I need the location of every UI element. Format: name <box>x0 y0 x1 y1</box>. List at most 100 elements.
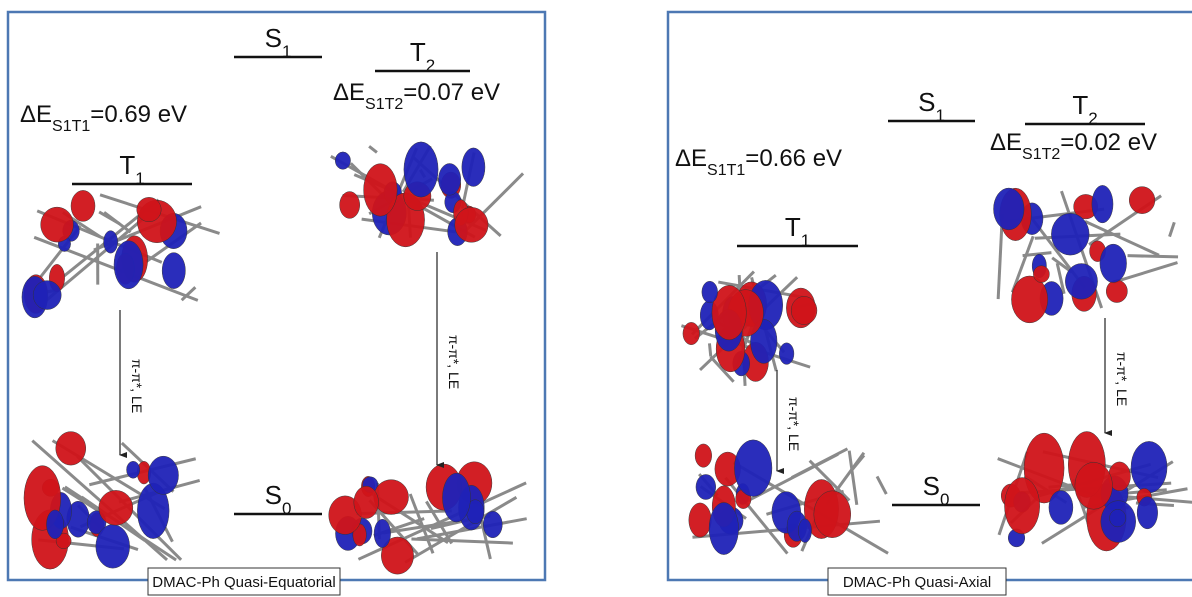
energy-gap: ΔES1T1=0.66 eV <box>675 145 842 179</box>
orbital-lobe <box>1129 187 1155 214</box>
energy-gap: ΔES1T1=0.69 eV <box>20 101 187 135</box>
gap-prefix: ΔE <box>990 129 1022 156</box>
orbital-lobe <box>404 142 438 197</box>
orbital-lobe <box>1075 462 1113 509</box>
bond <box>792 449 848 478</box>
transition-label: π-π*, LE <box>129 359 145 413</box>
orbital-lobe <box>1049 490 1073 524</box>
orbital-lobe <box>455 207 488 242</box>
level-label: T2 <box>410 37 435 75</box>
energy-gap: ΔES1T2=0.02 eV <box>990 129 1157 163</box>
level-symbol: T <box>785 212 801 242</box>
orbital-lobe <box>1004 478 1039 534</box>
orbital-lobe <box>364 164 398 217</box>
orbital-lobe <box>335 152 350 169</box>
orbital-lobe <box>1110 509 1126 527</box>
level-subscript: 1 <box>801 231 810 250</box>
orbital-lobe <box>689 503 711 537</box>
level-subscript: 0 <box>940 490 949 509</box>
level-subscript: 2 <box>426 56 435 75</box>
bond <box>411 539 512 543</box>
caption: DMAC-Ph Quasi-Equatorial <box>152 574 335 591</box>
orbital-lobe <box>709 502 738 554</box>
transition-label: π-π*, LE <box>786 397 802 451</box>
gap-subscript: S1T2 <box>365 96 403 113</box>
orbital-lobe <box>814 491 851 538</box>
gap-suffix: =0.07 eV <box>403 79 500 106</box>
orbital-lobe <box>162 253 185 289</box>
gap-prefix: ΔE <box>675 145 707 172</box>
orbital-lobe <box>46 510 63 539</box>
level-label: S1 <box>265 23 292 61</box>
level-symbol: S <box>918 87 935 117</box>
orbital-lobe <box>96 525 130 569</box>
orbital-lobe <box>702 281 718 303</box>
bond <box>877 476 886 494</box>
orbital-lobe <box>41 207 74 242</box>
level-symbol: T <box>119 150 135 180</box>
gap-prefix: ΔE <box>20 101 52 128</box>
orbital-lobe <box>374 480 409 515</box>
level-symbol: T <box>410 37 426 67</box>
orbital-lobe <box>994 188 1025 230</box>
orbital-lobe <box>114 241 143 289</box>
orbital-lobe <box>1137 497 1158 529</box>
level-label: S0 <box>265 480 292 518</box>
level-subscript: 1 <box>282 42 291 61</box>
orbital-lobe <box>33 281 61 310</box>
gap-prefix: ΔE <box>333 79 365 106</box>
orbital-lobe <box>104 231 118 253</box>
orbital-lobe <box>1011 276 1047 323</box>
orbital-lobe <box>779 343 794 365</box>
orbital-lobe <box>1033 266 1049 283</box>
bond <box>369 146 377 152</box>
orbital-lobe <box>696 474 716 499</box>
level-label: S1 <box>918 87 945 125</box>
orbital-lobe <box>354 486 379 518</box>
orbital-lobe <box>462 148 485 187</box>
orbital-lobe <box>374 519 391 547</box>
orbital-lobe <box>127 461 140 478</box>
level-symbol: T <box>1072 90 1088 120</box>
orbital-lobe <box>1065 264 1097 300</box>
level-label: T2 <box>1072 90 1097 128</box>
energy-gap: ΔES1T2=0.07 eV <box>333 79 500 113</box>
orbital-lobe <box>483 511 502 538</box>
orbital-lobe <box>683 322 700 344</box>
gap-suffix: =0.66 eV <box>745 145 842 172</box>
orbital-lobe <box>137 197 161 221</box>
page: S1T2T1S0ΔES1T1=0.69 eVΔES1T2=0.07 eVπ-π*… <box>0 0 1192 597</box>
bond <box>709 343 710 356</box>
bond <box>849 451 857 505</box>
level-subscript: 1 <box>935 106 944 125</box>
orbital-lobe <box>1051 213 1089 255</box>
orbital-lobe <box>1092 185 1113 223</box>
orbital-lobe <box>1131 441 1167 493</box>
gap-subscript: S1T2 <box>1022 146 1060 163</box>
orbital-lobe <box>442 473 470 522</box>
orbital-lobe <box>438 163 460 195</box>
level-symbol: S <box>265 23 282 53</box>
orbital-lobe <box>71 190 95 221</box>
bond <box>852 455 864 469</box>
level-subscript: 2 <box>1088 109 1097 128</box>
level-subscript: 0 <box>282 499 291 518</box>
gap-suffix: =0.69 eV <box>90 101 187 128</box>
level-subscript: 1 <box>135 169 144 188</box>
orbital-lobe <box>1100 244 1127 282</box>
orbital-lobe <box>56 432 86 466</box>
orbital-lobe <box>791 296 817 324</box>
caption: DMAC-Ph Quasi-Axial <box>843 574 991 591</box>
transition-label: π-π*, LE <box>446 335 462 389</box>
orbital-lobe <box>734 440 772 497</box>
gap-subscript: S1T1 <box>52 118 90 135</box>
orbital-lobe <box>99 490 133 525</box>
bond <box>1170 222 1175 236</box>
diagram: S1T2T1S0ΔES1T1=0.69 eVΔES1T2=0.07 eVπ-π*… <box>0 0 1192 597</box>
orbital-lobe <box>695 444 712 467</box>
level-label: T1 <box>119 150 144 188</box>
level-label: S0 <box>923 471 950 509</box>
bond <box>104 212 130 232</box>
